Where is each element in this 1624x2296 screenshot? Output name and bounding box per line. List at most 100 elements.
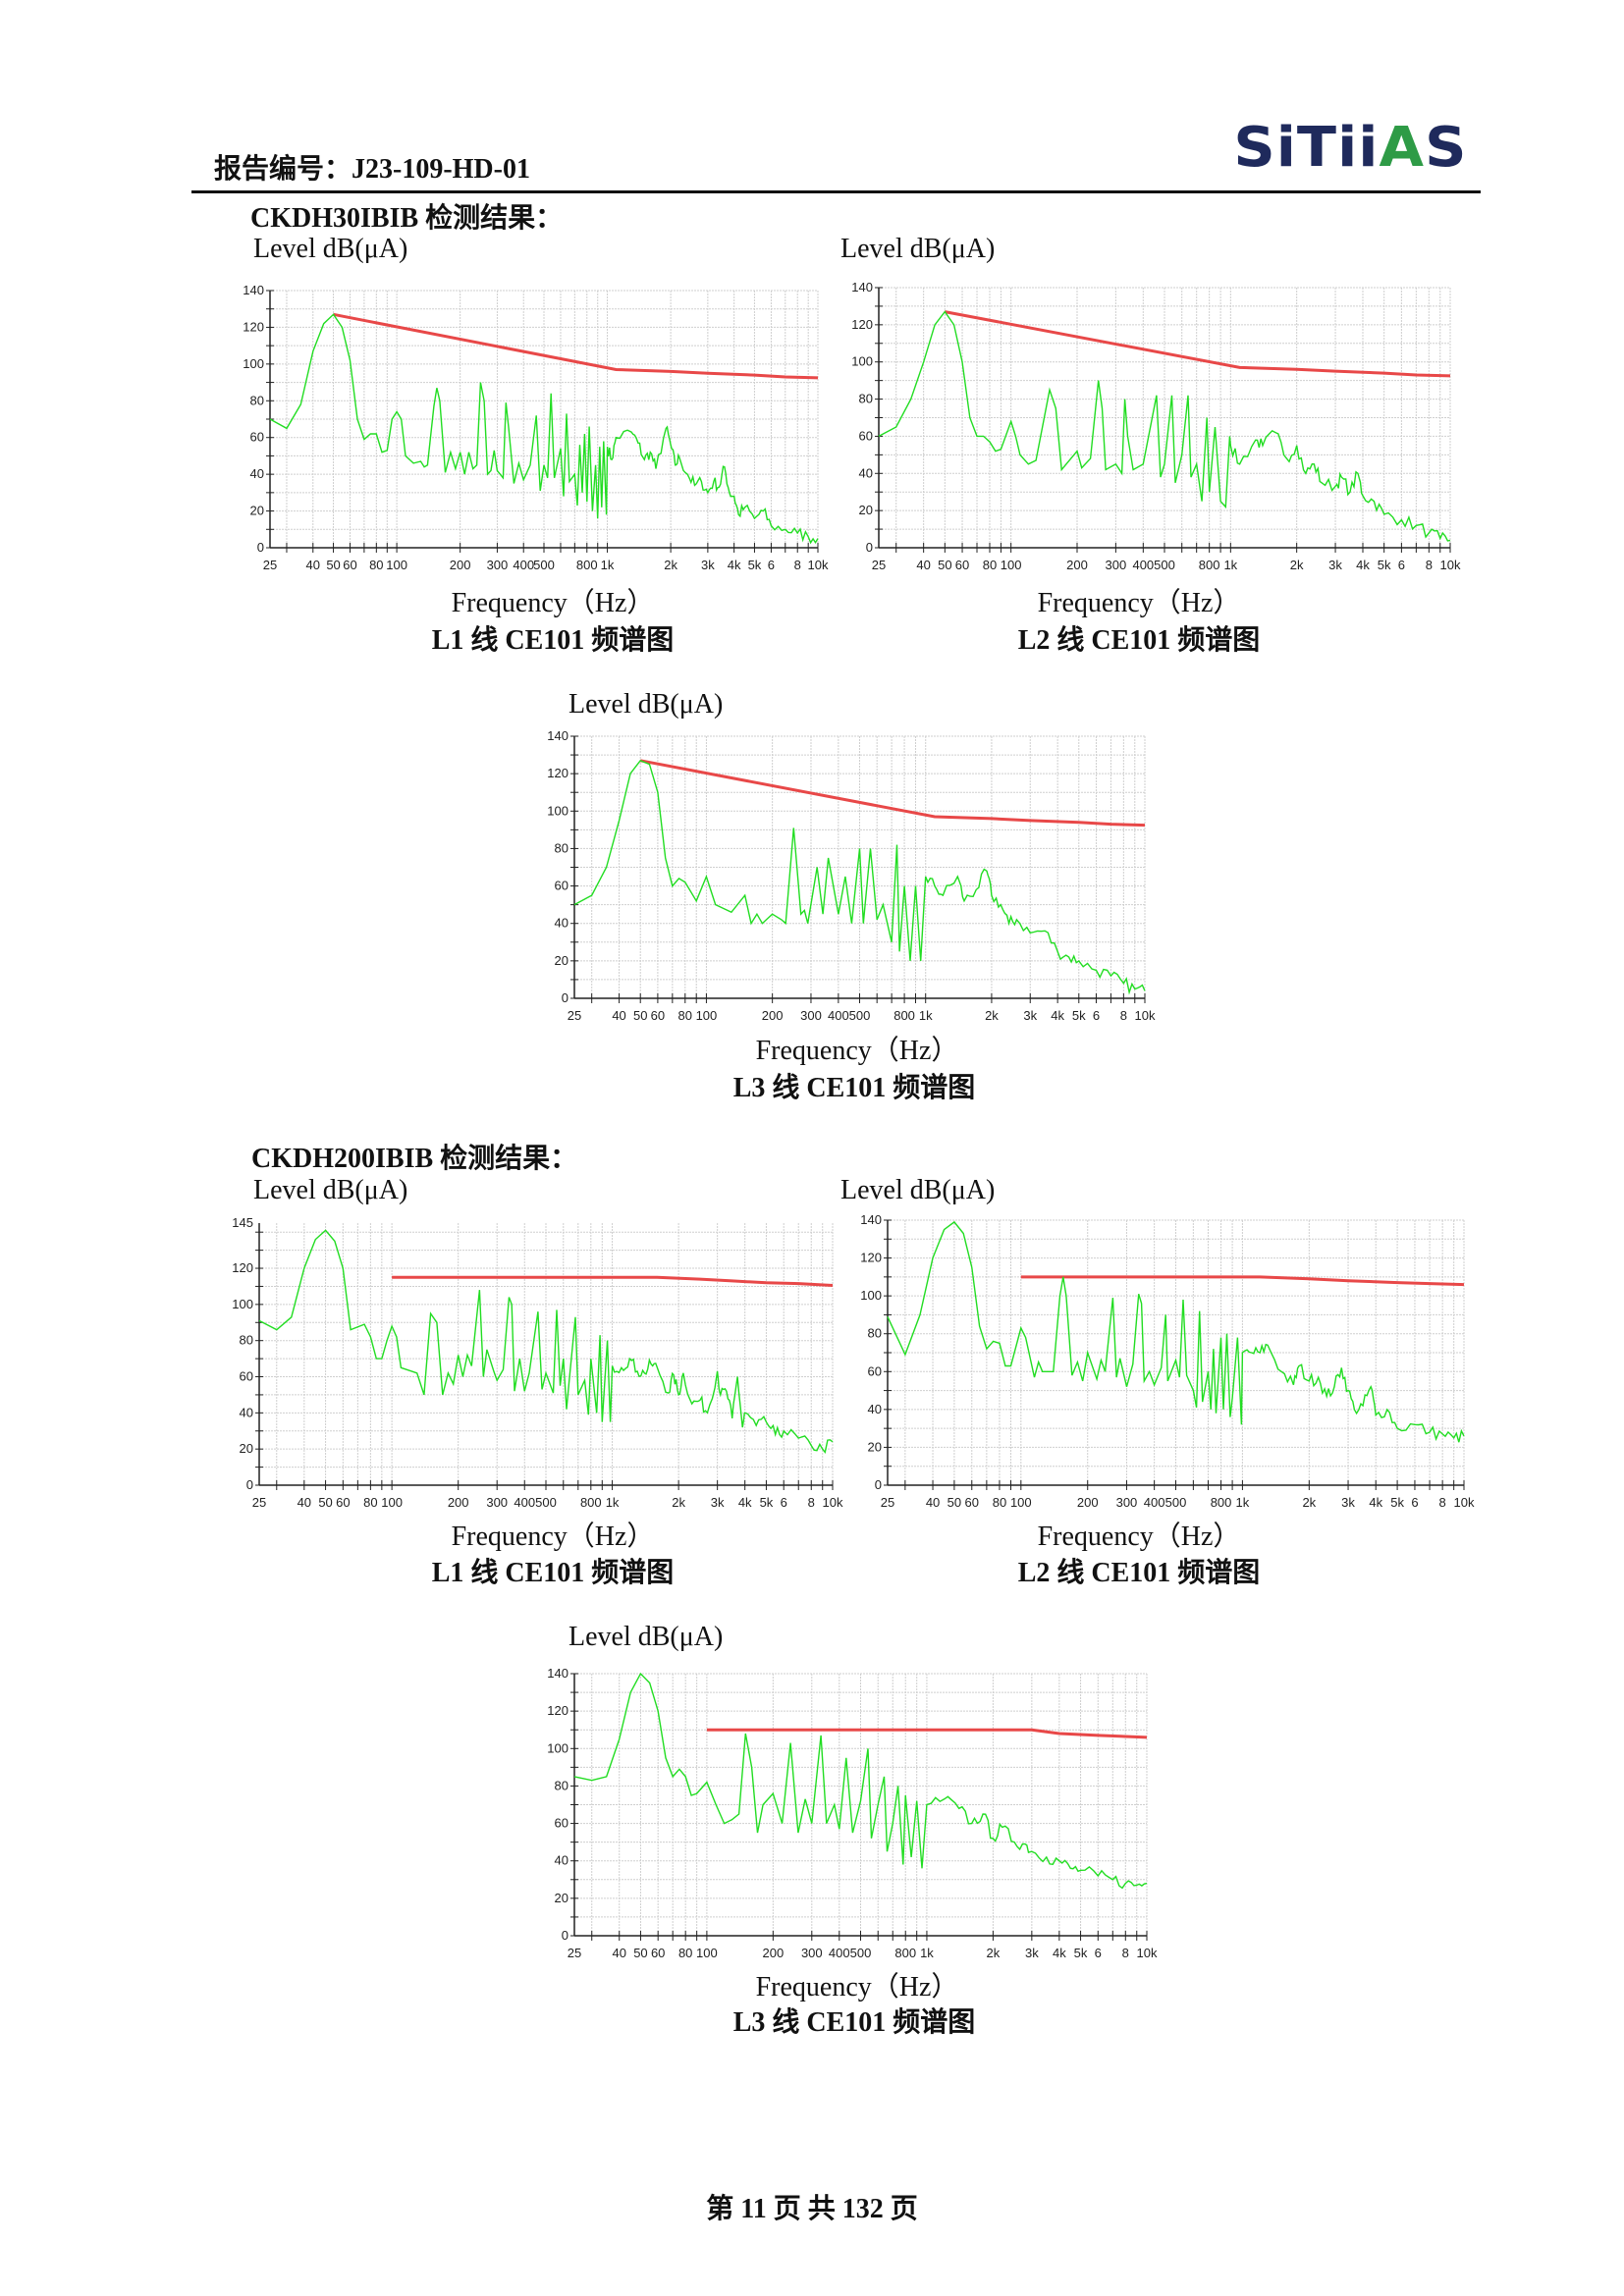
x-tick-label: 800: [1199, 558, 1220, 572]
chart-caption: L3 线 CE101 频谱图: [732, 1073, 976, 1103]
y-tick-label: 120: [232, 1260, 253, 1275]
x-tick-label: 2k: [1290, 558, 1304, 572]
x-tick-label: 300: [487, 558, 509, 572]
y-tick-label: 20: [240, 1441, 253, 1456]
x-tick-label: 40: [612, 1946, 625, 1960]
y-tick-label: 120: [243, 319, 264, 334]
x-axis-label: Frequency（Hz）: [1037, 1522, 1241, 1552]
x-tick-label: 25: [263, 558, 277, 572]
x-tick-label: 400: [828, 1008, 849, 1023]
x-tick-label: 2k: [985, 1008, 999, 1023]
measured-spectrum-line: [878, 310, 1451, 542]
y-tick-label: 40: [868, 1402, 882, 1416]
limit-line: [945, 310, 1451, 378]
x-tick-label: 300: [1116, 1495, 1138, 1510]
x-tick-label: 6: [1095, 1946, 1102, 1960]
x-tick-label: 80: [369, 558, 383, 572]
x-tick-label: 3k: [711, 1495, 725, 1510]
x-tick-label: 100: [1010, 1495, 1032, 1510]
x-tick-label: 200: [1066, 558, 1088, 572]
x-tick-label: 400: [1132, 558, 1154, 572]
x-axis-label: Frequency（Hz）: [451, 1522, 655, 1552]
x-tick-label: 60: [965, 1495, 979, 1510]
logo-text: SiTii: [1233, 116, 1380, 180]
y-tick-label: 60: [859, 428, 873, 443]
x-tick-label: 80: [678, 1008, 692, 1023]
x-tick-label: 2k: [1302, 1495, 1316, 1510]
x-tick-label: 60: [336, 1495, 350, 1510]
x-tick-label: 400: [513, 558, 534, 572]
y-tick-label: 60: [555, 1816, 568, 1831]
y-tick-label: 140: [243, 283, 264, 297]
x-tick-label: 5k: [1072, 1008, 1086, 1023]
x-tick-label: 2k: [987, 1946, 1001, 1960]
spectrum-chart: 0 20 40 60 80 100 120 145 25 40 50 60 80 100 200 300 400…: [232, 1215, 843, 1510]
x-tick-label: 800: [576, 558, 598, 572]
y-tick-label: 60: [555, 879, 568, 893]
x-tick-label: 40: [926, 1495, 940, 1510]
x-tick-label: 10k: [1440, 558, 1461, 572]
section-title-ckdh30: CKDH30IBIB 检测结果：: [250, 203, 564, 234]
measured-spectrum-line: [269, 313, 819, 545]
x-tick-label: 60: [651, 1008, 665, 1023]
x-tick-label: 80: [983, 558, 997, 572]
y-tick-label: 20: [555, 1891, 568, 1905]
y-tick-label: 60: [240, 1369, 253, 1384]
x-tick-label: 5k: [1378, 558, 1391, 572]
y-tick-label: 40: [555, 916, 568, 931]
x-tick-label: 10k: [1137, 1946, 1158, 1960]
x-tick-label: 200: [450, 558, 471, 572]
x-tick-label: 300: [801, 1946, 823, 1960]
chart-caption: L1 线 CE101 频谱图: [431, 625, 675, 656]
y-tick-label: 120: [851, 317, 873, 332]
x-tick-label: 25: [872, 558, 886, 572]
y-tick-label: 40: [250, 466, 264, 481]
y-tick-label: 0: [866, 540, 873, 555]
x-tick-label: 400: [829, 1946, 850, 1960]
section-title-ckdh200: CKDH200IBIB 检测结果：: [251, 1144, 578, 1174]
y-tick-label: 100: [547, 1740, 568, 1755]
x-tick-label: 300: [800, 1008, 822, 1023]
chart-caption: L1 线 CE101 频谱图: [431, 1558, 675, 1588]
y-tick-label: 80: [868, 1326, 882, 1341]
x-tick-label: 40: [298, 1495, 311, 1510]
x-tick-label: 3k: [1328, 558, 1342, 572]
x-tick-label: 1k: [919, 1008, 933, 1023]
x-axis-label: Frequency（Hz）: [451, 588, 655, 618]
x-tick-label: 8: [794, 558, 801, 572]
x-tick-label: 1k: [1236, 1495, 1250, 1510]
y-axis-label: Level dB(μA): [253, 234, 408, 264]
y-tick-label: 40: [859, 465, 873, 480]
limit-line: [1020, 1275, 1465, 1287]
y-tick-label: 0: [257, 540, 264, 555]
limit-line: [706, 1728, 1148, 1739]
limit-line: [333, 312, 819, 380]
chart-caption: L3 线 CE101 频谱图: [732, 2007, 976, 2038]
y-tick-label: 60: [250, 430, 264, 445]
x-tick-label: 6: [768, 558, 775, 572]
x-tick-label: 50: [938, 558, 951, 572]
x-tick-label: 3k: [1023, 1008, 1037, 1023]
x-tick-label: 8: [808, 1495, 815, 1510]
spectrum-chart: 0 20 40 60 80 100 120 140 25 40 50 60 80 100 200 300 400…: [547, 728, 1156, 1023]
x-tick-label: 1k: [920, 1946, 934, 1960]
measured-spectrum-line: [573, 1672, 1148, 1890]
x-tick-label: 25: [252, 1495, 266, 1510]
y-tick-label: 100: [547, 803, 568, 818]
y-tick-label: 140: [851, 280, 873, 294]
x-tick-label: 1k: [601, 558, 615, 572]
y-tick-label: 20: [250, 504, 264, 518]
measured-spectrum-line: [258, 1229, 834, 1454]
x-tick-label: 6: [1093, 1008, 1100, 1023]
x-tick-label: 800: [580, 1495, 602, 1510]
chart-caption: L2 线 CE101 频谱图: [1017, 625, 1261, 656]
x-tick-label: 500: [1165, 1495, 1187, 1510]
x-tick-label: 8: [1439, 1495, 1446, 1510]
x-tick-label: 3k: [1341, 1495, 1355, 1510]
y-axis-label: Level dB(μA): [568, 689, 724, 720]
y-tick-label: 100: [860, 1288, 882, 1303]
x-tick-label: 100: [696, 1008, 718, 1023]
y-tick-label: 80: [250, 393, 264, 407]
y-tick-label: 120: [547, 1703, 568, 1718]
x-tick-label: 50: [326, 558, 340, 572]
